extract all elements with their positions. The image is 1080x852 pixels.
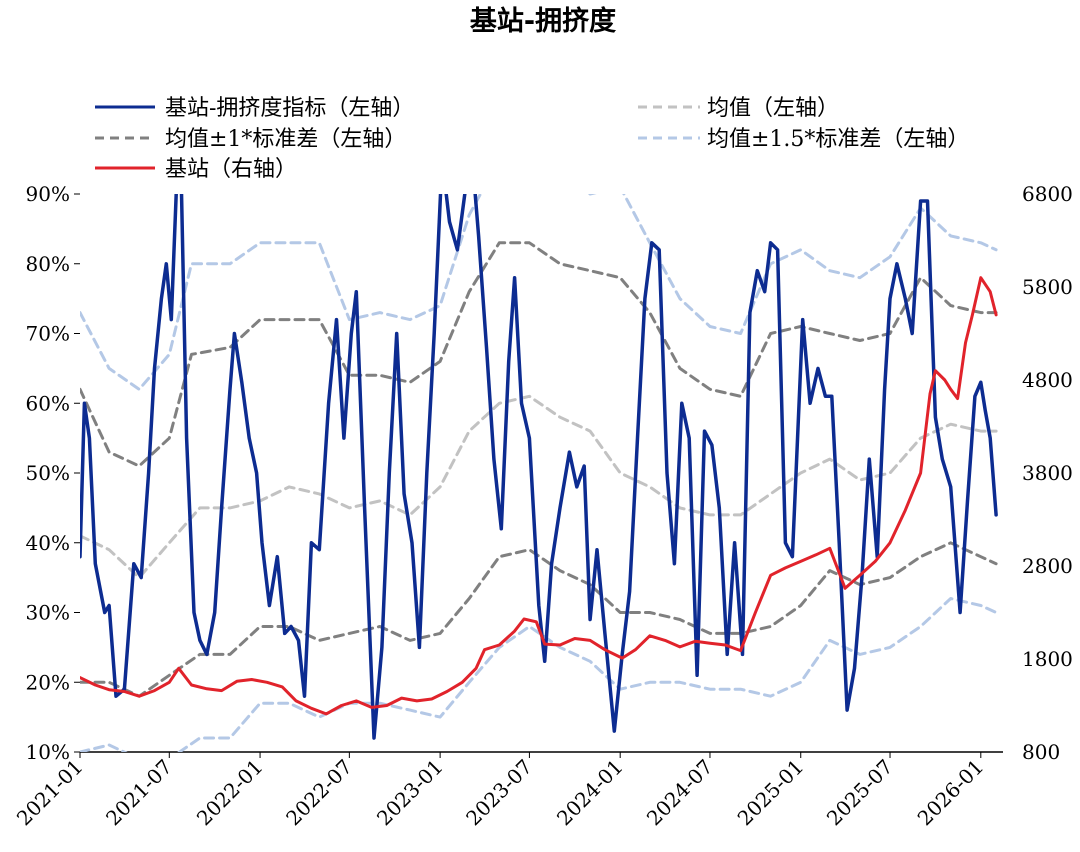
left-tick-label: 90%	[26, 182, 70, 206]
right-tick-label: 1800	[1022, 647, 1073, 671]
right-tick-label: 3800	[1022, 461, 1073, 485]
x-tick-label: 2023-07	[461, 755, 537, 831]
x-tick-label: 2022-01	[192, 755, 268, 831]
right-tick-label: 5800	[1022, 275, 1073, 299]
legend-label-mean: 均值（左轴）	[707, 96, 839, 121]
plot-area	[80, 194, 998, 752]
legend-label-mean-15sd: 均值±1.5*标准差（左轴）	[707, 127, 969, 152]
right-tick-label: 6800	[1022, 182, 1073, 206]
legend-label-mean-1sd: 均值±1*标准差（左轴）	[165, 127, 406, 152]
series-mean-1sd-lower	[80, 541, 998, 698]
x-tick-label: 2024-01	[552, 755, 628, 831]
series-mean-15sd-upper	[80, 194, 998, 391]
right-axis: 800 1800 2800 3800 4800 5800 6800	[1022, 182, 1073, 764]
right-tick-label: 800	[1022, 740, 1060, 764]
x-tick-label: 2023-01	[372, 755, 448, 831]
legend-label-index: 基站（右轴）	[165, 157, 297, 182]
left-axis: 10% 20% 30% 40% 50% 60% 70% 80% 90%	[26, 182, 80, 764]
x-tick-label: 2026-01	[913, 755, 989, 831]
left-tick-label: 20%	[26, 670, 70, 694]
x-tick-label: 2021-07	[101, 755, 177, 831]
series-index	[80, 276, 998, 716]
legend: 基站-拥挤度指标（左轴） 均值（左轴） 均值±1*标准差（左轴） 均值±1.5*…	[95, 96, 969, 182]
right-tick-label: 2800	[1022, 554, 1073, 578]
x-axis: 2021-01 2021-07 2022-01 2022-07 2023-01 2023-…	[12, 752, 989, 831]
left-tick-label: 70%	[26, 322, 70, 346]
left-tick-label: 60%	[26, 391, 70, 415]
legend-label-crowding: 基站-拥挤度指标（左轴）	[165, 96, 414, 121]
left-tick-label: 40%	[26, 531, 70, 555]
x-tick-label: 2021-01	[12, 755, 88, 831]
series-crowding	[80, 194, 998, 740]
series-mean	[80, 394, 998, 580]
x-tick-label: 2025-07	[822, 755, 898, 831]
left-tick-label: 10%	[26, 740, 70, 764]
x-tick-label: 2022-07	[281, 755, 357, 831]
left-tick-label: 30%	[26, 601, 70, 625]
right-tick-label: 4800	[1022, 368, 1073, 392]
x-tick-label: 2025-01	[733, 755, 809, 831]
left-tick-label: 80%	[26, 252, 70, 276]
x-tick-label: 2024-07	[642, 755, 718, 831]
chart-title: 基站-拥挤度	[470, 5, 616, 37]
left-tick-label: 50%	[26, 461, 70, 485]
